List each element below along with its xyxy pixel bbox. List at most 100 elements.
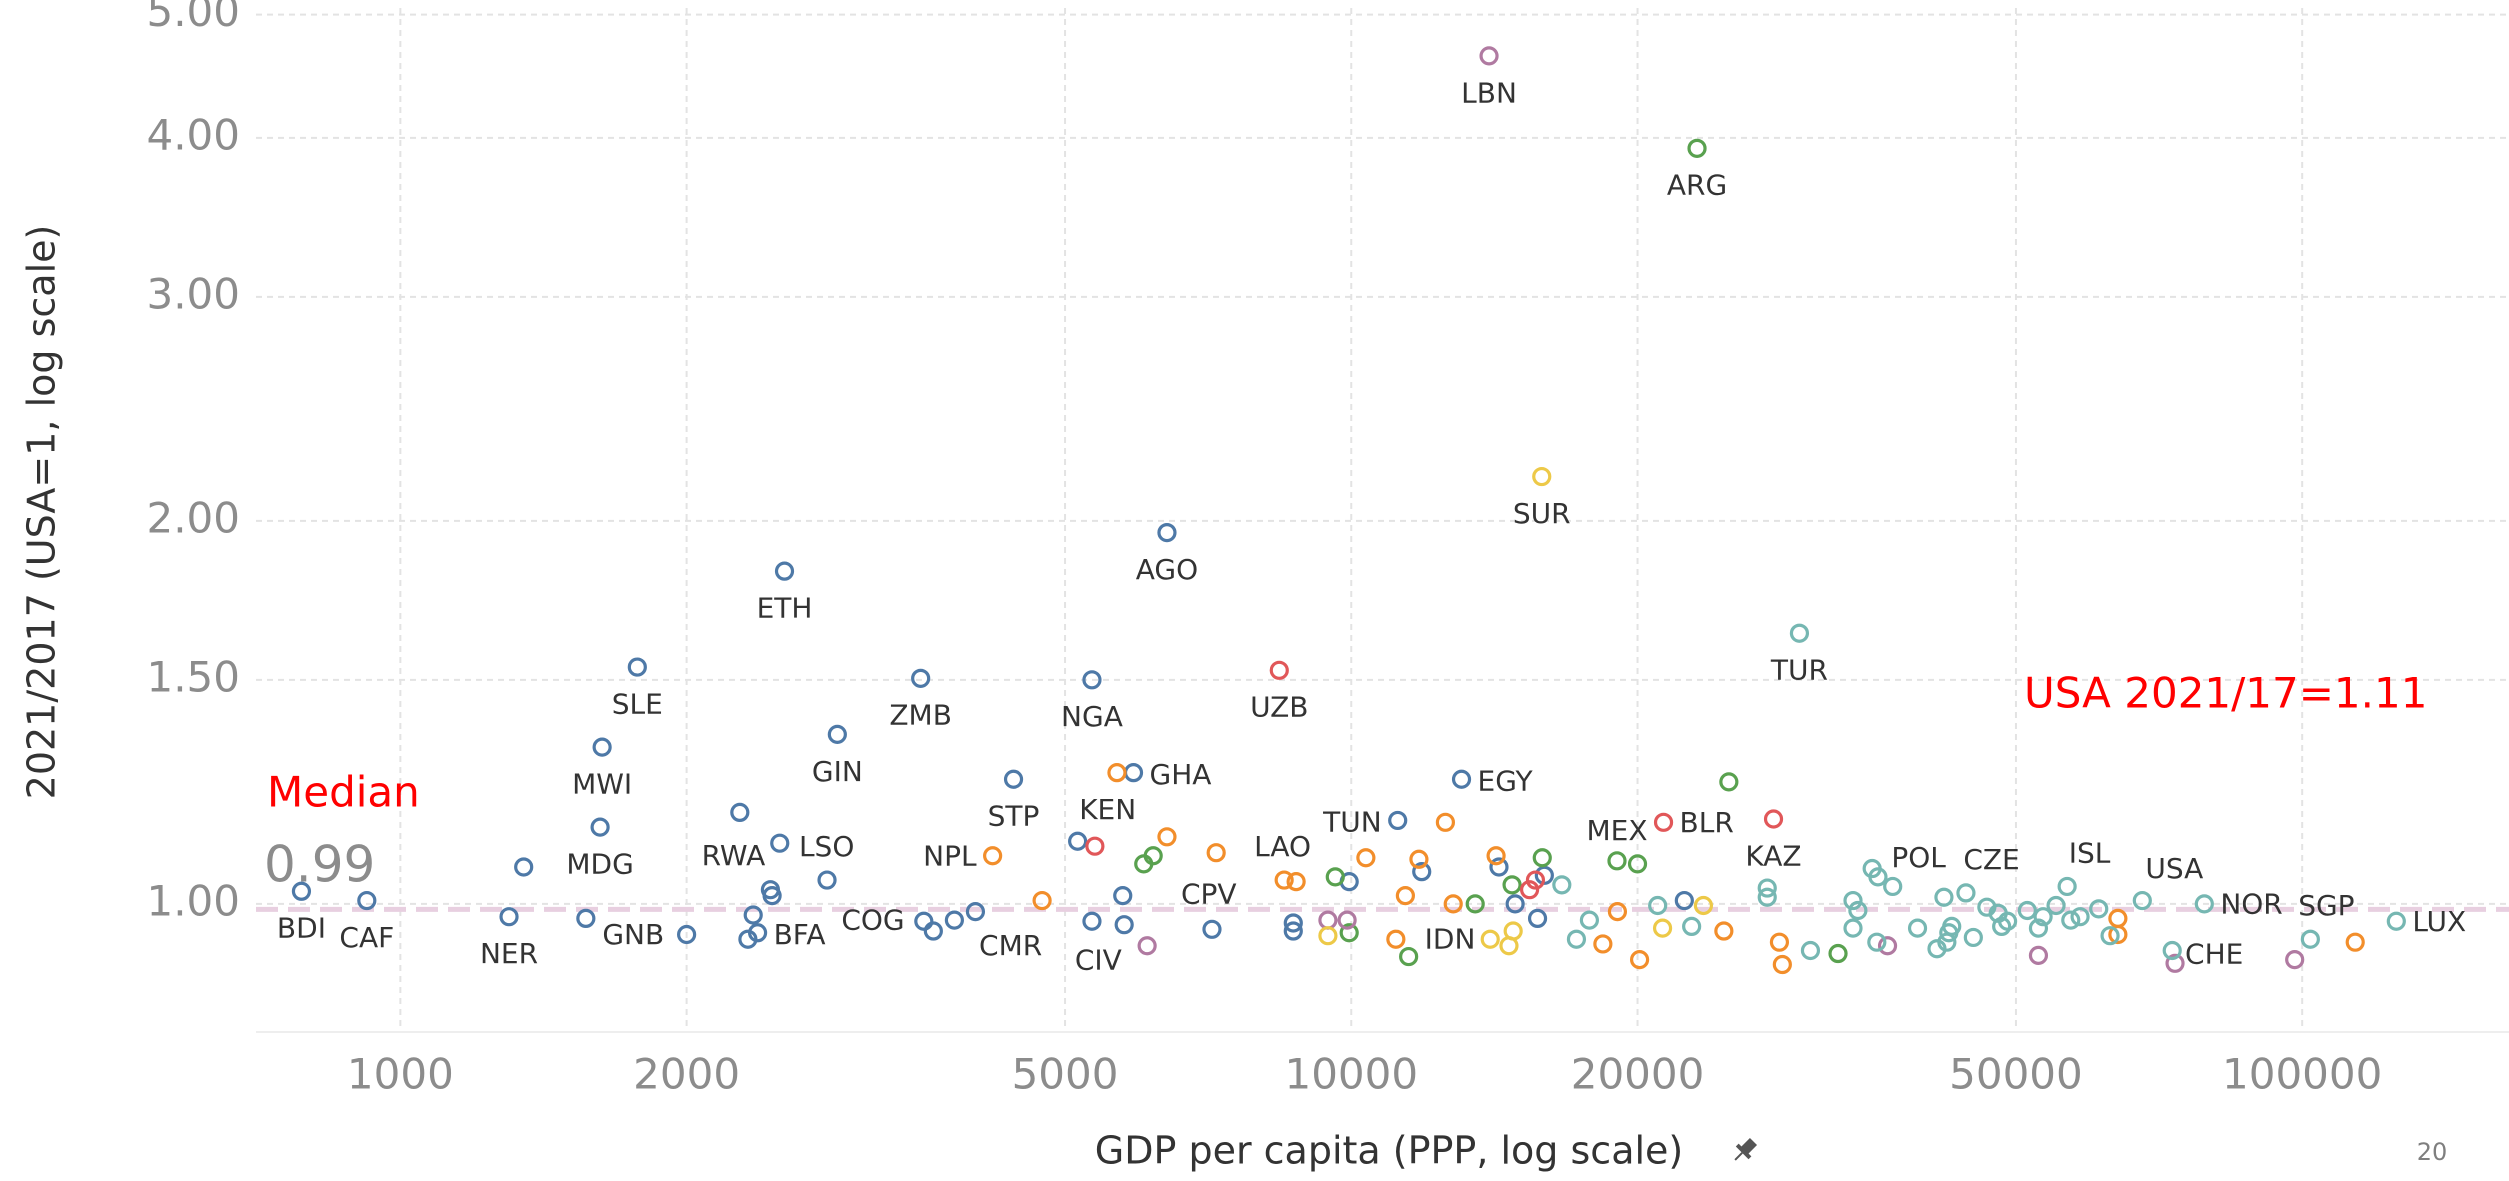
- data-point: [1388, 810, 1408, 831]
- data-point: [1505, 894, 1525, 914]
- data-point: [1687, 138, 1707, 158]
- point-label: ISL: [2069, 836, 2111, 869]
- data-point: [1828, 943, 1848, 964]
- data-point: [1653, 812, 1674, 832]
- point-label: BDI: [277, 912, 326, 945]
- data-point: [730, 802, 750, 822]
- point-label: GIN: [812, 755, 863, 788]
- data-point: [1593, 934, 1613, 954]
- data-point: [1269, 660, 1289, 680]
- point-label: CMR: [979, 929, 1042, 962]
- point-label: ARG: [1667, 169, 1727, 202]
- data-point: [1579, 910, 1600, 930]
- data-point: [1443, 894, 1463, 914]
- data-point: [1789, 623, 1810, 643]
- data-point: [1763, 809, 1784, 829]
- data-point: [499, 907, 519, 927]
- data-point: [1757, 878, 1777, 898]
- data-point: [817, 870, 837, 890]
- data-point: [1325, 867, 1345, 887]
- data-point: [1629, 950, 1650, 970]
- data-point: [774, 561, 795, 581]
- data-point: [1412, 862, 1432, 882]
- y-tick-label: 3.00: [146, 269, 240, 318]
- point-label: KEN: [1079, 793, 1136, 826]
- data-point: [2386, 911, 2406, 931]
- data-point: [2070, 907, 2090, 927]
- point-label: KAZ: [1745, 839, 1801, 872]
- data-point: [1714, 921, 1734, 941]
- y-tick-label: 1.00: [146, 876, 240, 925]
- data-point: [1032, 890, 1052, 911]
- data-point: [770, 833, 790, 853]
- data-point: [2046, 895, 2066, 916]
- point-label: RWA: [702, 839, 766, 872]
- data-point: [1274, 870, 1294, 890]
- point-label: AGO: [1136, 553, 1198, 586]
- point-label: LUX: [2412, 905, 2466, 938]
- data-point: [1202, 919, 1222, 939]
- data-point: [1877, 936, 1898, 956]
- point-label: IDN: [1425, 923, 1476, 956]
- data-point: [592, 737, 612, 757]
- data-point: [1693, 895, 1714, 916]
- point-labels: BDI CAF NER MDG MWI SLE GNB RWA BFA LSO ETH GIN ZMB C…: [277, 76, 2466, 976]
- point-label: SGP: [2298, 889, 2354, 922]
- data-point: [677, 924, 697, 945]
- data-point: [2285, 950, 2305, 970]
- point-label: CAF: [339, 921, 394, 954]
- data-point: [1934, 887, 1954, 907]
- data-point: [1082, 670, 1102, 690]
- data-point: [1769, 932, 1790, 952]
- data-point: [911, 668, 931, 688]
- data-point: [1674, 890, 1694, 911]
- data-point: [1318, 926, 1338, 946]
- pin-icon: [1734, 1137, 1758, 1161]
- data-point: [1435, 812, 1456, 832]
- data-point: [1479, 46, 1499, 66]
- data-point: [1489, 857, 1509, 877]
- data-point: [1503, 921, 1523, 941]
- x-tick-label: 1000: [347, 1050, 454, 1099]
- data-point: [1963, 927, 1983, 948]
- data-point: [1552, 875, 1572, 895]
- point-label: NGA: [1061, 700, 1123, 733]
- point-label: NPL: [923, 839, 977, 872]
- data-point: [2089, 899, 2109, 919]
- data-point: [1339, 923, 1359, 943]
- data-point: [1843, 890, 1863, 911]
- y-tick-label: 1.50: [146, 652, 240, 701]
- x-tick-label: 100000: [2222, 1050, 2382, 1099]
- data-point: [1652, 918, 1673, 938]
- data-point: [1627, 854, 1648, 874]
- data-point: [1386, 929, 1406, 949]
- data-point: [1843, 918, 1863, 938]
- data-point: [983, 846, 1003, 866]
- data-point: [1286, 872, 1306, 892]
- point-label: BLR: [1680, 806, 1734, 839]
- data-point: [914, 911, 934, 931]
- data-point: [1451, 769, 1472, 789]
- data-point: [2028, 918, 2049, 938]
- data-point: [1107, 763, 1127, 783]
- x-tick-label: 2000: [633, 1050, 740, 1099]
- data-point: [1607, 851, 1627, 871]
- y-tick-label: 2.00: [146, 493, 240, 542]
- data-point: [1157, 827, 1177, 847]
- data-point: [2300, 929, 2320, 949]
- data-point: [1502, 875, 1522, 895]
- point-label: SLE: [612, 687, 663, 720]
- data-point: [1003, 769, 1024, 789]
- point-label: COG: [841, 903, 904, 936]
- data-point: [2162, 940, 2182, 961]
- data-point: [1395, 886, 1415, 906]
- data-point: [1682, 916, 1702, 937]
- data-point: [1337, 910, 1357, 930]
- data-point: [1480, 929, 1500, 949]
- point-label: ETH: [757, 592, 813, 625]
- data-point: [2057, 876, 2077, 897]
- data-point: [1532, 466, 1552, 487]
- data-point: [1800, 940, 1821, 961]
